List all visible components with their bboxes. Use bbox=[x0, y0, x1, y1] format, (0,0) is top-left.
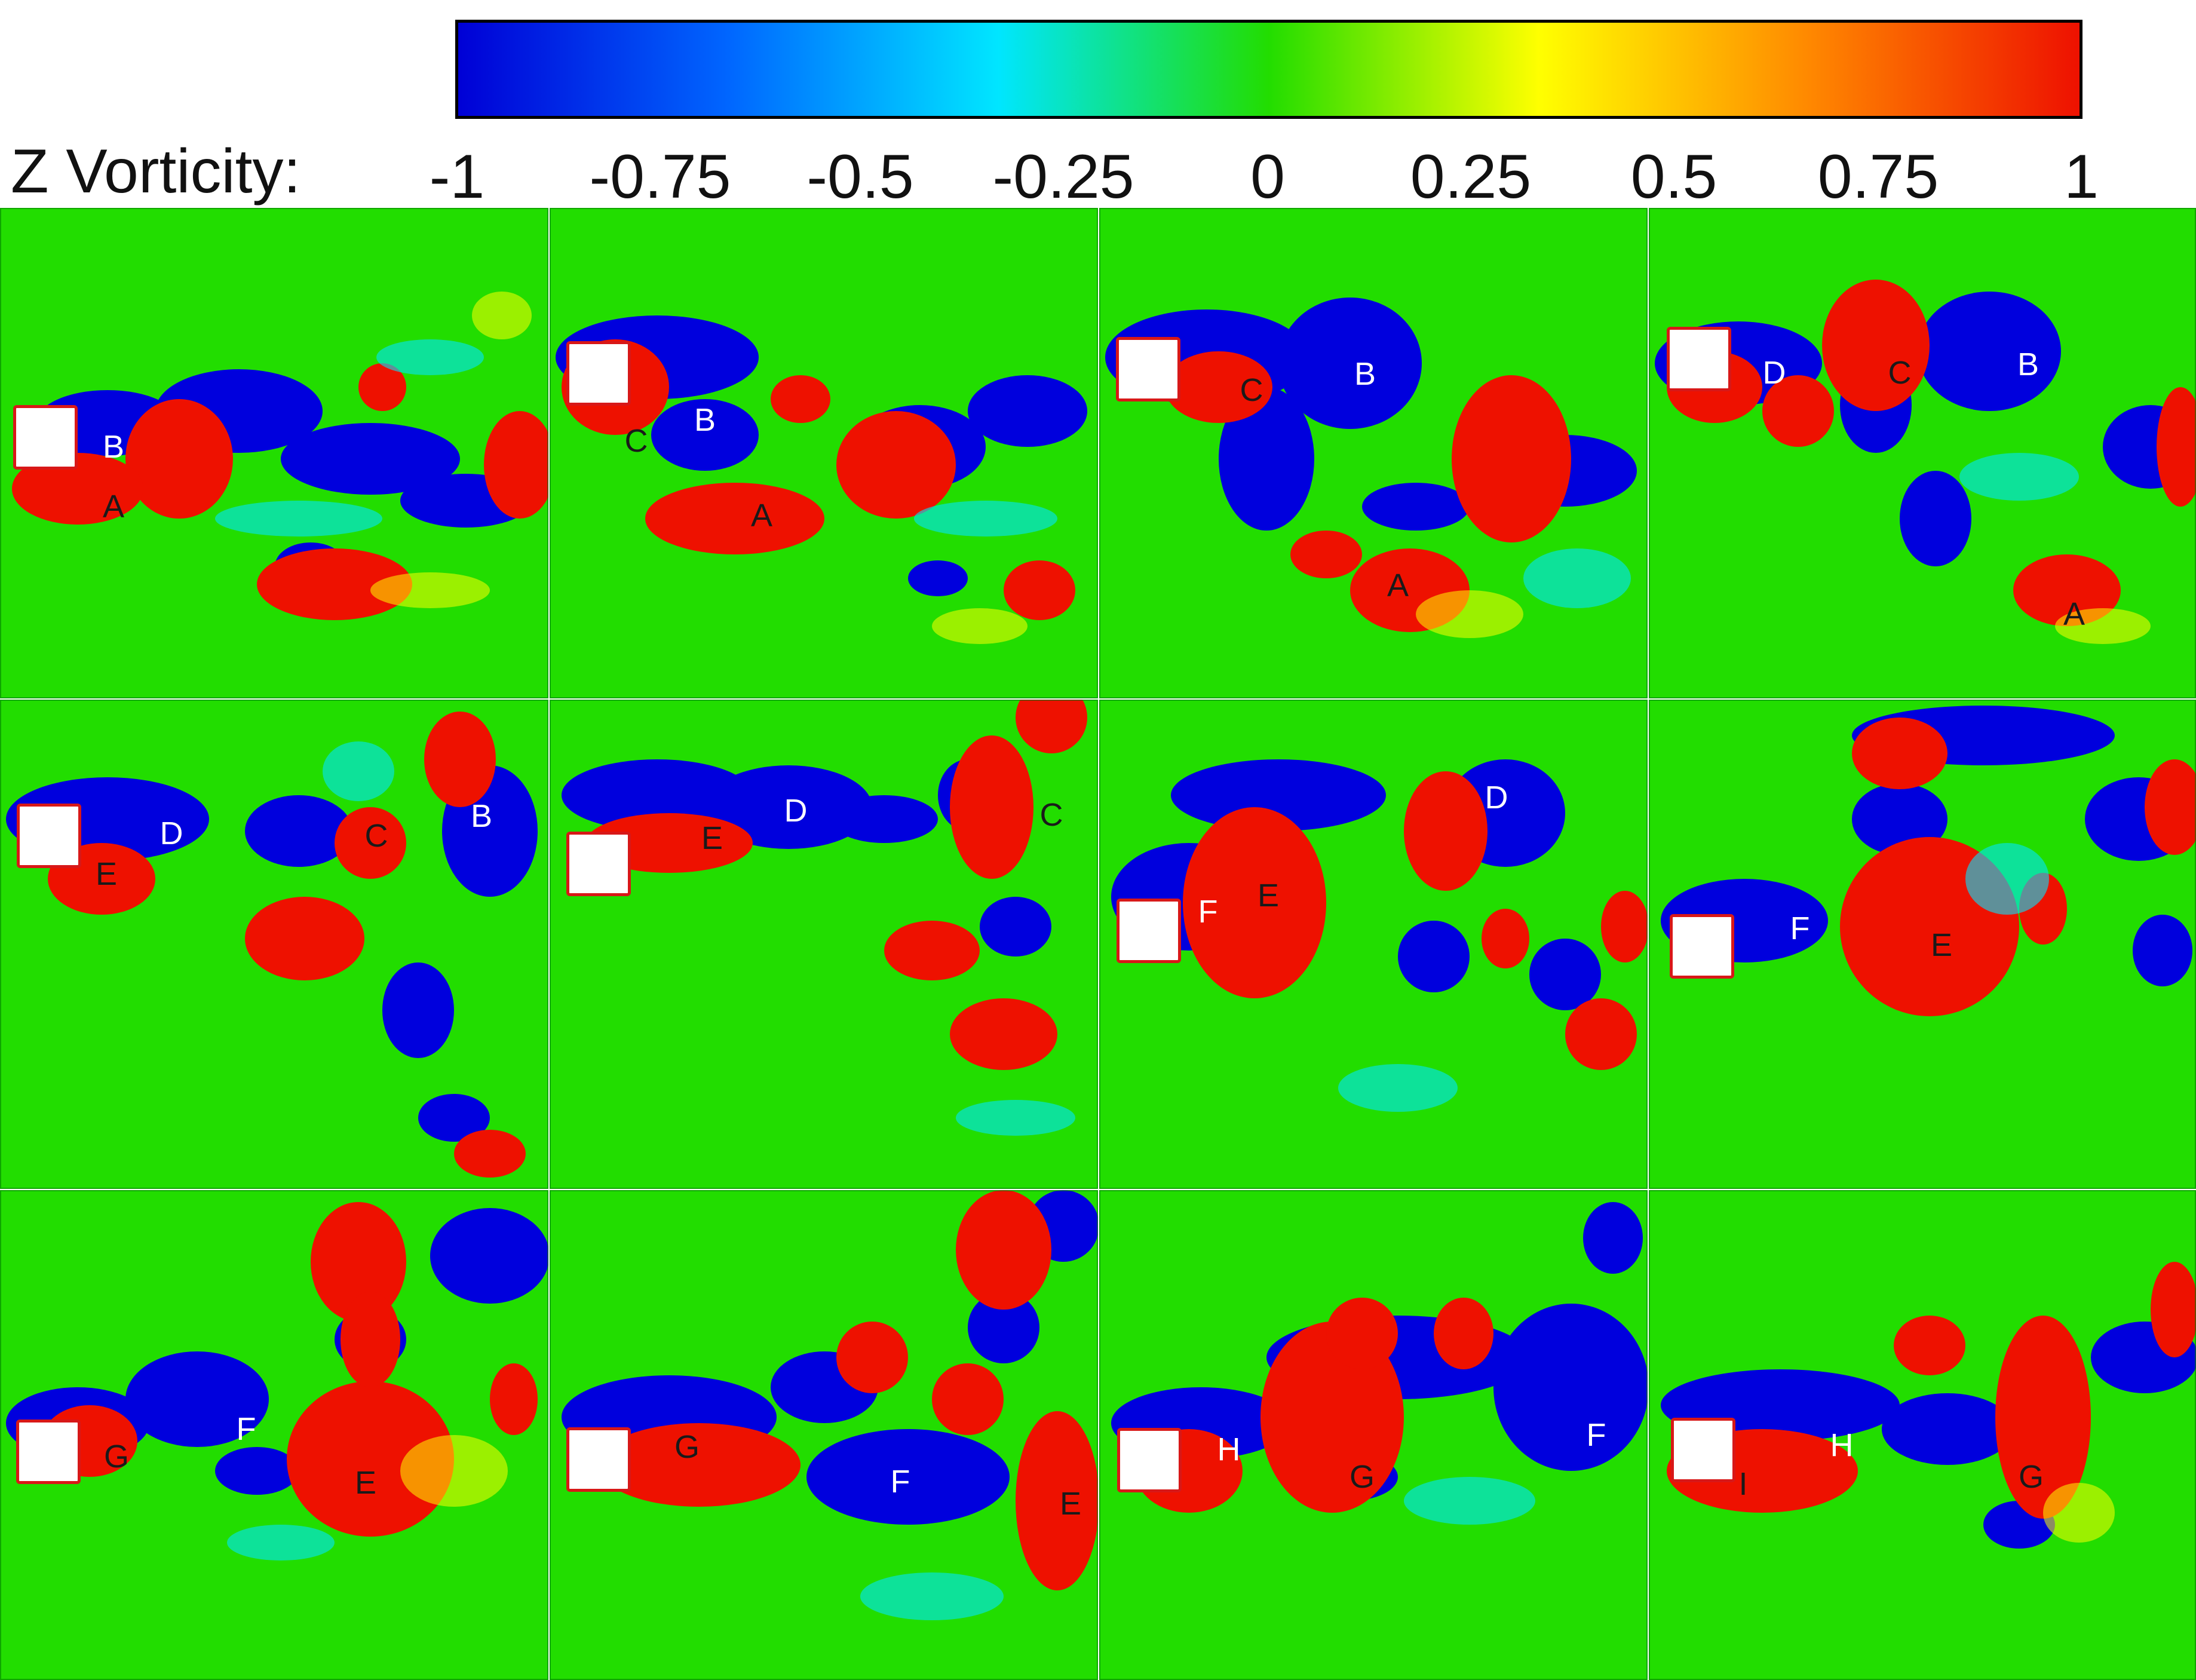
vortex-label: B bbox=[470, 798, 493, 834]
vortex-label: D bbox=[1762, 355, 1786, 391]
vorticity-field bbox=[6, 1202, 548, 1561]
vortex-label: E bbox=[95, 856, 118, 892]
vortex-label: F bbox=[236, 1411, 256, 1447]
vortex-label: D bbox=[1485, 780, 1508, 816]
snapshot-panel-9: G F E bbox=[0, 1190, 548, 1680]
snapshot-panel-2: C B A bbox=[550, 208, 1098, 698]
vorticity-field bbox=[562, 1190, 1098, 1620]
vortex-label: G bbox=[674, 1429, 700, 1465]
vortex-label: F bbox=[890, 1464, 910, 1500]
snapshot-panel-11: H G F bbox=[1099, 1190, 1648, 1680]
snapshot-panel-6: D E C bbox=[550, 700, 1098, 1189]
snapshot-panel-10: G F E bbox=[550, 1190, 1098, 1680]
colorbar-tick: 0.75 bbox=[1817, 142, 1939, 211]
vortex-label: A bbox=[2063, 596, 2085, 632]
vorticity-field bbox=[12, 292, 548, 620]
vorticity-field bbox=[1655, 280, 2196, 644]
vortex-label: E bbox=[701, 820, 723, 856]
vortex-label: C bbox=[624, 423, 648, 459]
vortex-label: G bbox=[1349, 1459, 1375, 1495]
cylinder bbox=[1671, 1418, 1735, 1482]
colorbar-tick: 0 bbox=[1250, 142, 1285, 211]
vortex-label: C bbox=[1039, 797, 1063, 833]
snapshot-panel-7: F E D bbox=[1099, 700, 1648, 1189]
vorticity-field bbox=[1111, 759, 1648, 1112]
snapshot-panel-8: F E bbox=[1649, 700, 2196, 1189]
vortex-label: E bbox=[1257, 878, 1280, 913]
vortex-label: I bbox=[1738, 1466, 1748, 1502]
cylinder bbox=[1670, 914, 1734, 979]
colorbar-tick: 1 bbox=[2064, 142, 2099, 211]
vortex-label: D bbox=[784, 793, 808, 829]
colorbar-tick: 0.25 bbox=[1410, 142, 1532, 211]
vortex-label: B bbox=[1354, 356, 1376, 392]
cylinder bbox=[1117, 899, 1181, 963]
vortex-label: A bbox=[102, 489, 125, 525]
snapshot-panel-4: D C B A bbox=[1649, 208, 2196, 698]
colorbar-tick: -1 bbox=[429, 142, 485, 211]
vortex-label: E bbox=[1059, 1486, 1082, 1522]
vortex-label: A bbox=[1387, 568, 1409, 603]
vortex-label: C bbox=[364, 818, 388, 854]
colorbar-tick: -0.75 bbox=[589, 142, 731, 211]
snapshot-panel-5: D E C B bbox=[0, 700, 548, 1189]
vortex-label: F bbox=[1198, 894, 1218, 930]
vorticity-field bbox=[6, 712, 538, 1178]
vortex-label: E bbox=[1930, 927, 1953, 963]
snapshot-panel-3: C B A bbox=[1099, 208, 1648, 698]
cylinder bbox=[1116, 337, 1180, 401]
cylinder bbox=[1117, 1428, 1182, 1492]
cylinder bbox=[566, 341, 631, 406]
vortex-label: B bbox=[2017, 347, 2039, 382]
colorbar-tick: -0.5 bbox=[806, 142, 914, 211]
colorbar-tick: -0.25 bbox=[992, 142, 1134, 211]
snapshot-grid: B A C B A bbox=[0, 208, 2196, 1680]
cylinder bbox=[566, 832, 631, 896]
colorbar-tick: 0.5 bbox=[1630, 142, 1717, 211]
colorbar bbox=[455, 20, 2082, 119]
cylinder bbox=[17, 804, 81, 868]
vorticity-field bbox=[562, 700, 1087, 1136]
vortex-label: B bbox=[694, 402, 716, 438]
vortex-label: H bbox=[1217, 1431, 1241, 1467]
vortex-label: C bbox=[1888, 355, 1912, 391]
vortex-label: C bbox=[1240, 372, 1263, 408]
snapshot-panel-12: H I G bbox=[1649, 1190, 2196, 1680]
vortex-label: G bbox=[103, 1439, 130, 1474]
vortex-label: E bbox=[354, 1465, 377, 1501]
vortex-label: D bbox=[160, 816, 183, 851]
vortex-label: F bbox=[1790, 910, 1810, 946]
vorticity-field bbox=[1105, 298, 1637, 638]
vortex-label: G bbox=[2018, 1459, 2044, 1495]
vortex-label: H bbox=[1830, 1427, 1854, 1463]
snapshot-panel-1: B A bbox=[0, 208, 548, 698]
vortex-label: F bbox=[1586, 1417, 1606, 1453]
cylinder bbox=[13, 405, 78, 470]
cylinder bbox=[16, 1420, 81, 1484]
vortex-label: A bbox=[750, 498, 773, 534]
cylinder bbox=[1667, 327, 1731, 391]
vortex-label: B bbox=[102, 429, 125, 465]
colorbar-title: Z Vorticity: bbox=[11, 137, 301, 206]
cylinder bbox=[566, 1427, 631, 1492]
